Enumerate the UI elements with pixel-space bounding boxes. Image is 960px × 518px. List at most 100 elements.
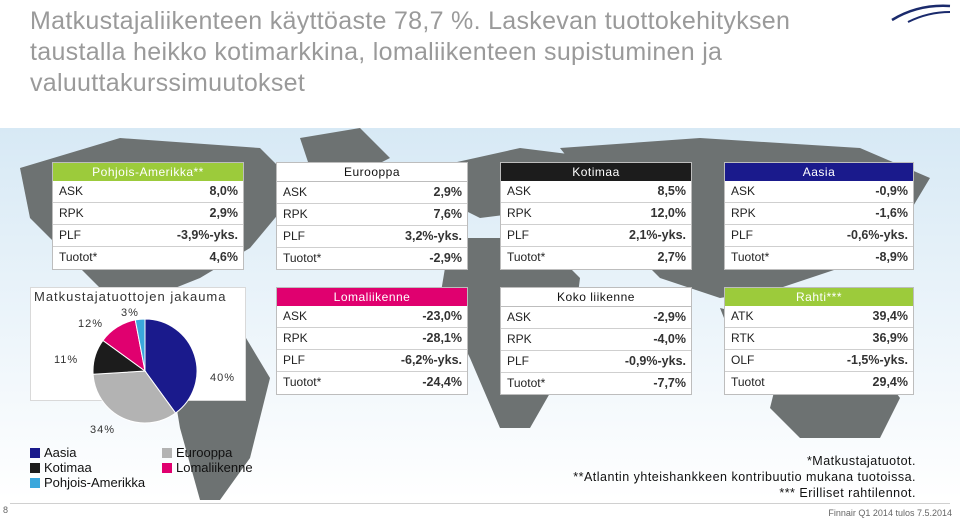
row-value: -2,9% xyxy=(653,310,686,324)
row-label: ASK xyxy=(507,184,532,198)
table-row: PLF -0,6%-yks. xyxy=(725,225,913,247)
panel-europe: Eurooppa ASK 2,9% RPK 7,6% PLF 3,2%-yks. Tu… xyxy=(276,162,468,270)
pie-label-north-america: 3% xyxy=(121,307,139,319)
row-label: Tuotot* xyxy=(283,375,322,389)
legend-swatch xyxy=(30,447,40,458)
pie-label-domestic: 11% xyxy=(54,354,79,366)
row-label: PLF xyxy=(59,228,82,242)
legend-swatch xyxy=(162,447,172,458)
row-label: RPK xyxy=(283,331,308,345)
table-row: PLF -3,9%-yks. xyxy=(53,225,243,247)
panel-total: Koko liikenne ASK -2,9% RPK -4,0% PLF -0,9%… xyxy=(500,287,692,395)
table-row: RPK 7,6% xyxy=(277,204,467,226)
legend-swatch xyxy=(162,462,172,473)
row-label: PLF xyxy=(507,354,530,368)
legend-item-north-america: Pohjois-Amerikka xyxy=(30,475,145,490)
table-row: ATK 39,4% xyxy=(725,306,913,328)
table-row: ASK 8,5% xyxy=(501,181,691,203)
panel-asia: Aasia ASK -0,9% RPK -1,6% PLF -0,6%-yks. Tu… xyxy=(724,162,914,270)
pie-slice-eurooppa xyxy=(92,370,177,424)
row-value: 8,0% xyxy=(209,184,239,198)
panel-leisure: Lomaliikenne ASK -23,0% RPK -28,1% PLF -6,2… xyxy=(276,287,468,395)
panel-north-america: Pohjois-Amerikka** ASK 8,0% RPK 2,9% PLF -3… xyxy=(52,162,244,270)
table-row: Tuotot* -2,9% xyxy=(277,248,467,269)
table-row: RPK -4,0% xyxy=(501,329,691,351)
panel-header: Koko liikenne xyxy=(501,288,691,307)
row-value: 36,9% xyxy=(872,331,908,345)
footnote: *** Erilliset rahtilennot. xyxy=(779,486,916,500)
pie-label-leisure: 12% xyxy=(78,318,104,330)
footer-text: Finnair Q1 2014 tulos 7.5.2014 xyxy=(828,508,952,518)
table-row: PLF -0,9%-yks. xyxy=(501,351,691,373)
row-label: Tuotot* xyxy=(731,250,770,264)
row-value: -1,6% xyxy=(875,206,908,220)
pie-slice-pohjois-amerikka xyxy=(134,318,146,372)
table-row: RPK -28,1% xyxy=(277,328,467,350)
pie-slice-aasia xyxy=(144,318,198,414)
table-row: RPK -1,6% xyxy=(725,203,913,225)
panel-cargo: Rahti*** ATK 39,4% RTK 36,9% OLF -1,5%-yks.… xyxy=(724,287,914,395)
row-label: Tuotot xyxy=(731,375,765,389)
table-row: ASK -2,9% xyxy=(501,307,691,329)
table-row: RPK 2,9% xyxy=(53,203,243,225)
row-value: -3,9%-yks. xyxy=(176,228,238,242)
panel-header: Eurooppa xyxy=(277,163,467,182)
slide-title: Matkustajaliikenteen käyttöaste 78,7 %. … xyxy=(30,7,791,97)
row-value: -2,9% xyxy=(429,251,462,265)
row-value: 3,2%-yks. xyxy=(405,229,462,243)
row-label: RTK xyxy=(731,331,755,345)
table-row: Tuotot* 4,6% xyxy=(53,247,243,268)
legend-label: Kotimaa xyxy=(44,460,92,475)
row-label: Tuotot* xyxy=(507,376,546,390)
row-value: -6,2%-yks. xyxy=(400,353,462,367)
panel-header: Kotimaa xyxy=(501,163,691,181)
row-value: 8,5% xyxy=(657,184,687,198)
table-row: Tuotot 29,4% xyxy=(725,372,913,393)
row-value: -8,9% xyxy=(875,250,908,264)
table-row: ASK -0,9% xyxy=(725,181,913,203)
row-label: ASK xyxy=(283,185,308,199)
table-row: ASK -23,0% xyxy=(277,306,467,328)
row-label: Tuotot* xyxy=(59,250,98,264)
table-row: ASK 2,9% xyxy=(277,182,467,204)
panel-header: Lomaliikenne xyxy=(277,288,467,306)
row-label: PLF xyxy=(283,353,306,367)
row-label: ASK xyxy=(731,184,756,198)
row-label: Tuotot* xyxy=(507,250,546,264)
row-value: -28,1% xyxy=(422,331,462,345)
row-label: RPK xyxy=(731,206,756,220)
row-value: 39,4% xyxy=(872,309,908,323)
row-label: OLF xyxy=(731,353,755,367)
table-row: ASK 8,0% xyxy=(53,181,243,203)
pie-label-europe: 34% xyxy=(90,424,116,436)
row-value: -7,7% xyxy=(653,376,686,390)
table-row: Tuotot* -7,7% xyxy=(501,373,691,394)
row-value: -0,9%-yks. xyxy=(624,354,686,368)
table-row: PLF 2,1%-yks. xyxy=(501,225,691,247)
row-label: PLF xyxy=(283,229,306,243)
row-value: 2,9% xyxy=(209,206,239,220)
row-value: 29,4% xyxy=(872,375,908,389)
row-label: PLF xyxy=(731,228,754,242)
legend-label: Aasia xyxy=(44,445,77,460)
legend-label: Eurooppa xyxy=(176,445,233,460)
footnotes: *Matkustajatuotot. **Atlantin yhteishank… xyxy=(573,453,916,501)
row-label: ASK xyxy=(507,310,532,324)
row-value: 2,7% xyxy=(657,250,687,264)
page-number: 8 xyxy=(3,505,9,515)
table-row: OLF -1,5%-yks. xyxy=(725,350,913,372)
row-label: RPK xyxy=(283,207,308,221)
legend-swatch xyxy=(30,462,40,473)
row-label: PLF xyxy=(507,228,530,242)
panel-header: Pohjois-Amerikka** xyxy=(53,163,243,181)
row-label: ASK xyxy=(283,309,308,323)
row-value: -1,5%-yks. xyxy=(846,353,908,367)
legend-item-europe: Eurooppa xyxy=(162,445,232,460)
row-label: Tuotot* xyxy=(283,251,322,265)
row-value: 2,9% xyxy=(433,185,463,199)
pie-chart-title: Matkustajatuottojen jakauma xyxy=(34,289,227,304)
table-row: RTK 36,9% xyxy=(725,328,913,350)
panel-domestic: Kotimaa ASK 8,5% RPK 12,0% PLF 2,1%-yks. Tu… xyxy=(500,162,692,270)
legend-label: Lomaliikenne xyxy=(176,460,253,475)
row-value: 2,1%-yks. xyxy=(629,228,686,242)
